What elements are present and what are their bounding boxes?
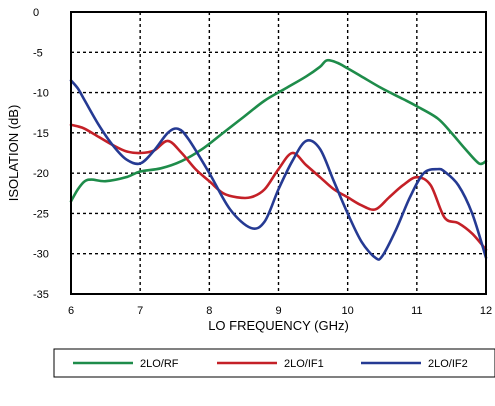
x-tick-labels: 6 7 8 9 10 11 12	[68, 305, 492, 317]
y-tick-label: 0	[33, 7, 39, 19]
y-axis-label: ISOLATION (dB)	[6, 105, 21, 202]
legend-label: 2LO/IF1	[284, 358, 324, 370]
series-line-2lo-if2	[69, 79, 488, 261]
x-tick-label: 10	[342, 305, 354, 317]
x-tick-label: 8	[206, 305, 212, 317]
x-tick-label: 11	[411, 305, 422, 317]
y-tick-label: -30	[33, 249, 49, 261]
x-tick-label: 7	[137, 305, 143, 317]
y-tick-label: -10	[33, 88, 49, 100]
plot-frame	[70, 11, 487, 295]
x-tick-label: 12	[480, 305, 492, 317]
legend-label: 2LO/IF2	[428, 358, 468, 370]
grid	[71, 12, 486, 294]
x-tick-label: 9	[275, 305, 281, 317]
series-layer	[69, 58, 488, 261]
y-tick-labels: 0 -5 -10 -15 -20 -25 -30 -35	[33, 7, 49, 301]
y-tick-label: -20	[33, 168, 49, 180]
y-tick-label: -5	[33, 47, 43, 59]
series-line-2lo-if1	[69, 123, 488, 251]
legend: 2LO/RF 2LO/IF1 2LO/IF2	[53, 348, 495, 378]
y-tick-label: -15	[33, 128, 49, 140]
y-tick-label: -25	[33, 208, 49, 220]
legend-label: 2LO/RF	[140, 358, 179, 370]
series-line-2lo-rf	[69, 58, 488, 203]
legend-items: 2LO/RF 2LO/IF1 2LO/IF2	[73, 358, 468, 370]
x-axis-label: LO FREQUENCY (GHz)	[208, 318, 349, 333]
y-tick-label: -35	[33, 289, 49, 301]
x-tick-label: 6	[68, 305, 74, 317]
